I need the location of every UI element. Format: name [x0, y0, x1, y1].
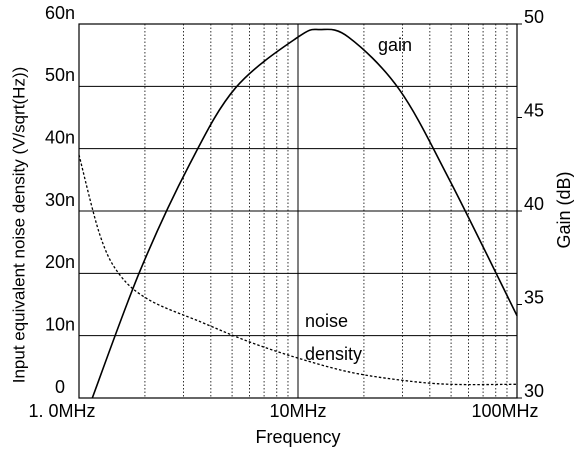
y-tick-label: 60n [45, 3, 75, 23]
y-tick-label: 30n [45, 190, 75, 210]
y-tick-label: 40n [45, 127, 75, 147]
y-tick-label: 0 [55, 377, 65, 397]
series-line [78, 154, 518, 386]
y-tick-label: 20n [45, 252, 75, 272]
x-tick-label: 1. 0MHz [28, 401, 95, 421]
plot-frame [78, 23, 518, 399]
y2-tick-label: 45 [524, 100, 544, 120]
y-tick-label: 50n [45, 65, 75, 85]
annotation: noise [305, 311, 348, 331]
x-tick-label: 10MHz [269, 401, 326, 421]
annotation: gain [378, 35, 412, 55]
y-tick-label: 10n [45, 314, 75, 334]
annotation: density [305, 344, 362, 364]
y-axis-label: Input equivalent noise density (V/sqrt(H… [9, 67, 28, 384]
series-line [91, 28, 518, 399]
x-tick-label: 100MHz [471, 401, 538, 421]
y2-tick-label: 50 [524, 7, 544, 27]
x-axis-label: Frequency [255, 427, 340, 447]
y2-tick-label: 35 [524, 287, 544, 307]
y2-tick-label: 40 [524, 194, 544, 214]
y2-axis-label: Gain (dB) [554, 171, 574, 248]
y2-tick-label: 30 [524, 381, 544, 401]
